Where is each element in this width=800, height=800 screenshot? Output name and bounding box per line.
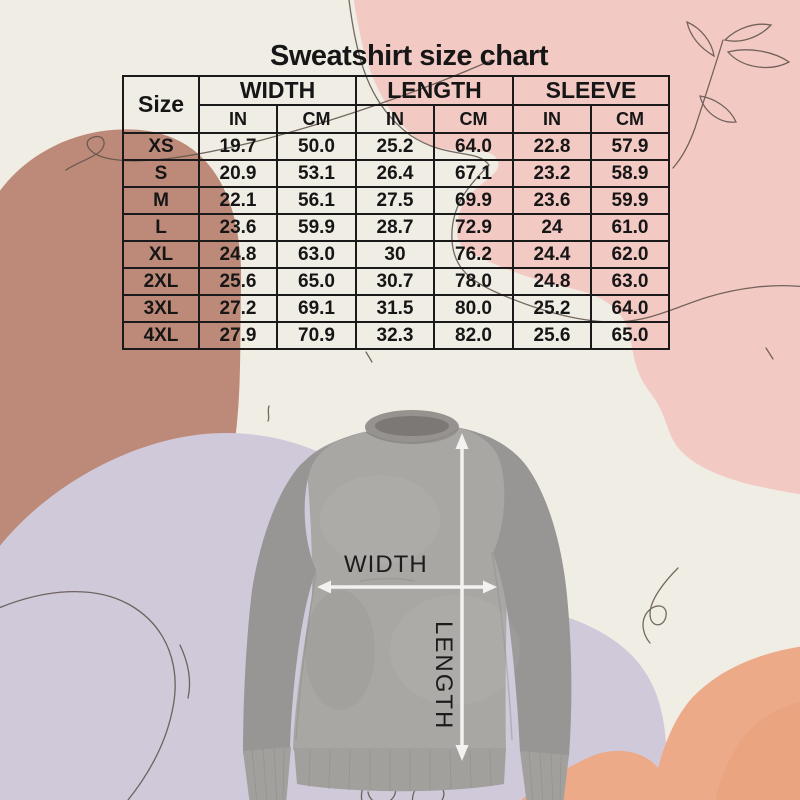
sweatshirt-right-sleeve bbox=[455, 427, 572, 756]
value-cell: 25.6 bbox=[512, 321, 592, 350]
table-row: 2XL 25.6 65.0 30.7 78.0 24.8 63.0 bbox=[122, 267, 670, 296]
value-cell: 30.7 bbox=[355, 267, 435, 296]
value-cell: 69.9 bbox=[433, 186, 514, 215]
size-cell: L bbox=[122, 213, 200, 242]
sleeve-group-header: SLEEVE bbox=[512, 75, 670, 106]
value-cell: 22.8 bbox=[512, 132, 592, 161]
table-row: S 20.9 53.1 26.4 67.1 23.2 58.9 bbox=[122, 159, 670, 188]
value-cell: 56.1 bbox=[276, 186, 357, 215]
curl-squiggle-line-art bbox=[642, 567, 679, 644]
value-cell: 76.2 bbox=[433, 240, 514, 269]
sweatshirt-left-sleeve bbox=[243, 431, 368, 754]
value-cell: 80.0 bbox=[433, 294, 514, 323]
table-row: XL 24.8 63.0 30 76.2 24.4 62.0 bbox=[122, 240, 670, 269]
value-cell: 69.1 bbox=[276, 294, 357, 323]
value-cell: 24 bbox=[512, 213, 592, 242]
value-cell: 25.2 bbox=[512, 294, 592, 323]
size-cell: M bbox=[122, 186, 200, 215]
size-cell: 4XL bbox=[122, 321, 200, 350]
sleeve-cm-header: CM bbox=[590, 104, 670, 134]
sweatshirt-right-cuff bbox=[520, 751, 569, 800]
length-in-header: IN bbox=[355, 104, 435, 134]
value-cell: 32.3 bbox=[355, 321, 435, 350]
length-label: LENGTH bbox=[430, 621, 457, 731]
value-cell: 26.4 bbox=[355, 159, 435, 188]
length-group-header: LENGTH bbox=[355, 75, 514, 106]
value-cell: 62.0 bbox=[590, 240, 670, 269]
collar-opening bbox=[375, 416, 449, 436]
value-cell: 72.9 bbox=[433, 213, 514, 242]
value-cell: 64.0 bbox=[590, 294, 670, 323]
value-cell: 22.1 bbox=[198, 186, 278, 215]
value-cell: 19.7 bbox=[198, 132, 278, 161]
value-cell: 28.7 bbox=[355, 213, 435, 242]
value-cell: 64.0 bbox=[433, 132, 514, 161]
table-row: XS 19.7 50.0 25.2 64.0 22.8 57.9 bbox=[122, 132, 670, 161]
value-cell: 23.2 bbox=[512, 159, 592, 188]
table-row: L 23.6 59.9 28.7 72.9 24 61.0 bbox=[122, 213, 670, 242]
size-cell: 3XL bbox=[122, 294, 200, 323]
page-title: Sweatshirt size chart bbox=[270, 40, 549, 72]
value-cell: 31.5 bbox=[355, 294, 435, 323]
value-cell: 24.4 bbox=[512, 240, 592, 269]
length-arrow-icon bbox=[455, 433, 469, 761]
value-cell: 27.5 bbox=[355, 186, 435, 215]
value-cell: 63.0 bbox=[276, 240, 357, 269]
value-cell: 59.9 bbox=[590, 186, 670, 215]
value-cell: 50.0 bbox=[276, 132, 357, 161]
size-cell: XL bbox=[122, 240, 200, 269]
value-cell: 65.0 bbox=[590, 321, 670, 350]
value-cell: 53.1 bbox=[276, 159, 357, 188]
value-cell: 23.6 bbox=[512, 186, 592, 215]
value-cell: 27.9 bbox=[198, 321, 278, 350]
value-cell: 70.9 bbox=[276, 321, 357, 350]
value-cell: 30 bbox=[355, 240, 435, 269]
value-cell: 20.9 bbox=[198, 159, 278, 188]
leaf-branch-line-art bbox=[672, 20, 791, 169]
table-row: 4XL 27.9 70.9 32.3 82.0 25.6 65.0 bbox=[122, 321, 670, 350]
value-cell: 65.0 bbox=[276, 267, 357, 296]
table-row: 3XL 27.2 69.1 31.5 80.0 25.2 64.0 bbox=[122, 294, 670, 323]
value-cell: 63.0 bbox=[590, 267, 670, 296]
value-cell: 82.0 bbox=[433, 321, 514, 350]
sweatshirt-hem bbox=[294, 748, 506, 792]
value-cell: 25.2 bbox=[355, 132, 435, 161]
size-cell: 2XL bbox=[122, 267, 200, 296]
value-cell: 59.9 bbox=[276, 213, 357, 242]
value-cell: 61.0 bbox=[590, 213, 670, 242]
sleeve-in-header: IN bbox=[512, 104, 592, 134]
size-table-body: XS 19.7 50.0 25.2 64.0 22.8 57.9 S 20.9 53.1 26.4 6… bbox=[122, 132, 670, 350]
size-cell: XS bbox=[122, 132, 200, 161]
value-cell: 24.8 bbox=[198, 240, 278, 269]
size-column-header: Size bbox=[122, 75, 200, 134]
width-label: WIDTH bbox=[344, 551, 428, 578]
table-row: M 22.1 56.1 27.5 69.9 23.6 59.9 bbox=[122, 186, 670, 215]
salmon-blob bbox=[521, 646, 800, 800]
width-cm-header: CM bbox=[276, 104, 357, 134]
value-cell: 24.8 bbox=[512, 267, 592, 296]
value-cell: 78.0 bbox=[433, 267, 514, 296]
size-chart-table: Size WIDTH LENGTH SLEEVE IN CM IN CM IN … bbox=[122, 75, 670, 350]
value-cell: 58.9 bbox=[590, 159, 670, 188]
value-cell: 57.9 bbox=[590, 132, 670, 161]
value-cell: 67.1 bbox=[433, 159, 514, 188]
value-cell: 27.2 bbox=[198, 294, 278, 323]
width-arrow-icon bbox=[317, 580, 497, 594]
value-cell: 23.6 bbox=[198, 213, 278, 242]
length-cm-header: CM bbox=[433, 104, 514, 134]
size-cell: S bbox=[122, 159, 200, 188]
width-in-header: IN bbox=[198, 104, 278, 134]
value-cell: 25.6 bbox=[198, 267, 278, 296]
width-group-header: WIDTH bbox=[198, 75, 357, 106]
